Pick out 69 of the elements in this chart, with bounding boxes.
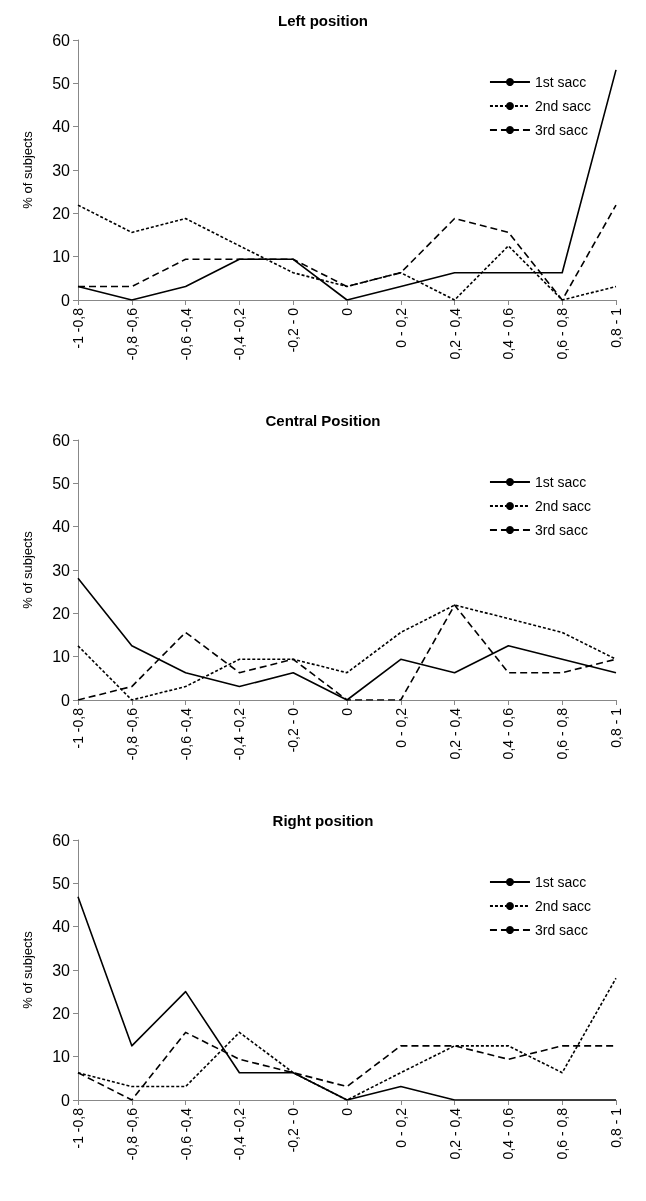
y-tick-label: 0	[61, 291, 71, 309]
x-tick-label: 0	[339, 307, 355, 316]
x-tick-label: -0,6 -0,4	[177, 1107, 194, 1161]
x-tick-label: 0 - 0,2	[392, 307, 409, 348]
y-tick-label: 50	[52, 874, 71, 892]
y-tick-label: 10	[52, 648, 71, 666]
y-tick-label: 30	[52, 161, 71, 179]
y-tick-label: 20	[52, 204, 71, 222]
y-tick-label: 60	[52, 31, 71, 49]
legend-label: 1st sacc	[534, 74, 587, 90]
y-tick-label: 50	[52, 74, 71, 92]
legend-label: 1st sacc	[534, 474, 587, 490]
y-tick-label: 60	[52, 831, 71, 849]
x-tick-label: 0,6 - 0,8	[554, 1107, 571, 1160]
y-tick-label: 30	[52, 561, 71, 579]
x-tick-label: 0,8 - 1	[608, 707, 624, 748]
legend-label: 3rd sacc	[534, 122, 588, 138]
y-axis-title: % of subjects	[20, 930, 35, 1009]
legend-label: 3rd sacc	[534, 522, 588, 538]
y-tick-label: 0	[61, 691, 71, 709]
x-tick-label: 0	[339, 1107, 355, 1116]
x-tick-label: -1 -0,8	[70, 707, 86, 749]
y-tick-label: 60	[52, 431, 71, 449]
x-tick-label: -0,8 -0,6	[123, 707, 140, 761]
x-tick-label: -0,4 -0,2	[231, 707, 248, 761]
legend-label: 3rd sacc	[534, 922, 588, 938]
x-tick-label: -0,6 -0,4	[177, 707, 194, 761]
x-tick-label: -0,2 - 0	[285, 307, 302, 353]
chart-title: Left position	[278, 12, 368, 29]
x-tick-label: 0,4 - 0,6	[500, 707, 517, 760]
y-tick-label: 20	[52, 604, 71, 622]
x-tick-label: -0,6 -0,4	[177, 307, 194, 361]
chart-title: Right position	[272, 812, 374, 829]
x-tick-label: 0,2 - 0,4	[446, 1107, 463, 1160]
x-tick-label: 0,8 - 1	[608, 307, 624, 348]
x-tick-label: -0,4 -0,2	[231, 307, 248, 361]
x-tick-label: 0 - 0,2	[392, 1107, 409, 1148]
x-tick-label: -0,2 - 0	[285, 1107, 302, 1153]
x-tick-label: 0,6 - 0,8	[554, 707, 571, 760]
legend-label: 1st sacc	[534, 874, 587, 890]
x-tick-label: 0,6 - 0,8	[554, 307, 571, 360]
y-tick-label: 40	[52, 918, 71, 936]
legend-label: 2nd sacc	[534, 498, 592, 514]
y-axis-title: % of subjects	[20, 530, 35, 609]
x-tick-label: 0 - 0,2	[392, 707, 409, 748]
x-tick-label: 0,4 - 0,6	[500, 1107, 517, 1160]
y-tick-label: 40	[52, 118, 71, 136]
x-tick-label: 0,4 - 0,6	[500, 307, 517, 360]
y-axis-title: % of subjects	[20, 130, 35, 209]
y-tick-label: 10	[52, 248, 71, 266]
x-tick-label: -1 -0,8	[70, 307, 86, 349]
y-tick-label: 20	[52, 1004, 71, 1022]
y-tick-label: 0	[61, 1091, 71, 1109]
x-tick-label: 0,2 - 0,4	[446, 307, 463, 360]
x-tick-label: -0,4 -0,2	[231, 1107, 248, 1161]
x-tick-label: 0,2 - 0,4	[446, 707, 463, 760]
y-tick-label: 40	[52, 518, 71, 536]
x-tick-label: -0,8 -0,6	[123, 307, 140, 361]
legend-label: 2nd sacc	[534, 98, 592, 114]
x-tick-label: -1 -0,8	[70, 1107, 86, 1149]
x-tick-label: -0,2 - 0	[285, 707, 302, 753]
chart-title: Central Position	[265, 412, 381, 429]
x-tick-label: 0,8 - 1	[608, 1107, 624, 1148]
x-tick-label: -0,8 -0,6	[123, 1107, 140, 1161]
y-tick-label: 10	[52, 1048, 71, 1066]
legend-label: 2nd sacc	[534, 898, 592, 914]
y-tick-label: 30	[52, 961, 71, 979]
y-tick-label: 50	[52, 474, 71, 492]
x-tick-label: 0	[339, 707, 355, 716]
